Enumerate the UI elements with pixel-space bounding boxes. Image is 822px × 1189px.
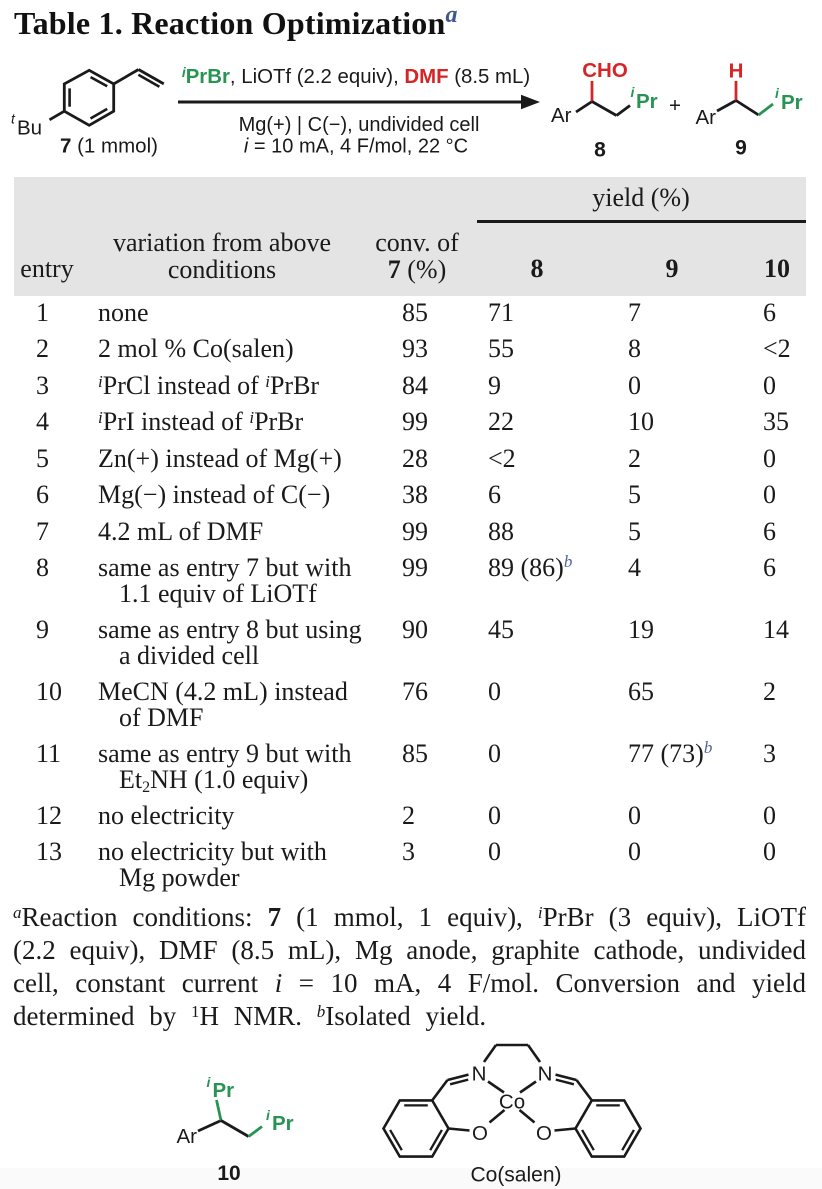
svg-text:Pr: Pr bbox=[272, 1112, 294, 1135]
svg-text:O: O bbox=[472, 1122, 488, 1145]
svg-text:Pr: Pr bbox=[213, 1079, 235, 1102]
svg-text:+: + bbox=[669, 94, 681, 117]
svg-text:N: N bbox=[538, 1063, 553, 1086]
svg-text:i: i bbox=[266, 1107, 271, 1123]
svg-text:Mg(+) | C(−), undivided cell: Mg(+) | C(−), undivided cell bbox=[239, 114, 480, 136]
svg-text:Co(salen): Co(salen) bbox=[470, 1164, 561, 1187]
svg-text:10: 10 bbox=[217, 1162, 240, 1185]
svg-text:Ar: Ar bbox=[551, 104, 572, 127]
svg-text:7 (1 mmol): 7 (1 mmol) bbox=[60, 135, 158, 158]
svg-text:Pr: Pr bbox=[781, 91, 803, 114]
svg-text:Ar: Ar bbox=[177, 1125, 198, 1148]
svg-text:i: i bbox=[775, 85, 780, 101]
svg-text:N: N bbox=[472, 1063, 487, 1086]
svg-text:Ar: Ar bbox=[696, 106, 717, 129]
svg-text:iPrBr, LiOTf (2.2 equiv), DMF: iPrBr, LiOTf (2.2 equiv), DMF (8.5 mL) bbox=[182, 64, 530, 88]
svg-text:H: H bbox=[729, 60, 744, 83]
svg-text:8: 8 bbox=[594, 139, 606, 162]
svg-text:Bu: Bu bbox=[17, 117, 42, 140]
svg-text:O: O bbox=[536, 1122, 552, 1145]
svg-text:Co: Co bbox=[499, 1091, 525, 1114]
svg-text:CHO: CHO bbox=[582, 59, 628, 82]
svg-text:i: i bbox=[207, 1074, 212, 1090]
svg-text:i = 10 mA, 4 F/mol, 22 °C: i = 10 mA, 4 F/mol, 22 °C bbox=[244, 136, 468, 158]
svg-text:Pr: Pr bbox=[636, 90, 658, 113]
svg-text:9: 9 bbox=[735, 137, 747, 160]
svg-text:t: t bbox=[11, 111, 16, 127]
svg-text:i: i bbox=[631, 84, 636, 100]
